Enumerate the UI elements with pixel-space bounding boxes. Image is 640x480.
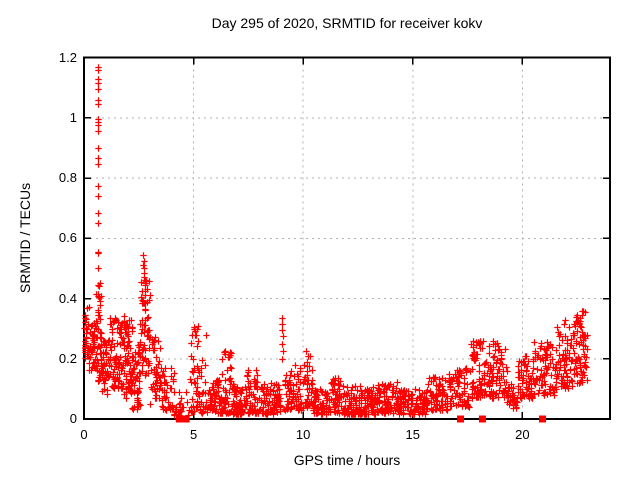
zero-square-marker <box>175 415 183 423</box>
y-tick-label: 0.6 <box>58 230 77 246</box>
scatter-points <box>81 64 591 419</box>
plot-border <box>83 56 611 420</box>
chart-title: Day 295 of 2020, SRMTID for receiver kok… <box>211 15 483 31</box>
y-tick-label: 1 <box>69 109 77 125</box>
y-tick-label: 1.2 <box>58 49 77 65</box>
y-tick-label: 0.4 <box>58 290 77 306</box>
y-tick-label: 0 <box>69 411 77 426</box>
x-tick-label: 0 <box>80 427 88 442</box>
x-tick-label: 10 <box>295 427 311 442</box>
zero-square-marker <box>478 415 486 423</box>
y-tick-label: 0.8 <box>58 170 77 185</box>
x-axis-label: GPS time / hours <box>293 452 401 468</box>
x-tick-label: 20 <box>515 427 530 442</box>
y-tick-label: 0.2 <box>58 350 77 366</box>
x-tick-label: 15 <box>405 427 420 442</box>
zero-square-marker <box>182 415 190 423</box>
zero-square-marker <box>538 415 546 423</box>
x-tick-label: 5 <box>189 427 198 442</box>
zero-square-marker <box>457 415 465 423</box>
